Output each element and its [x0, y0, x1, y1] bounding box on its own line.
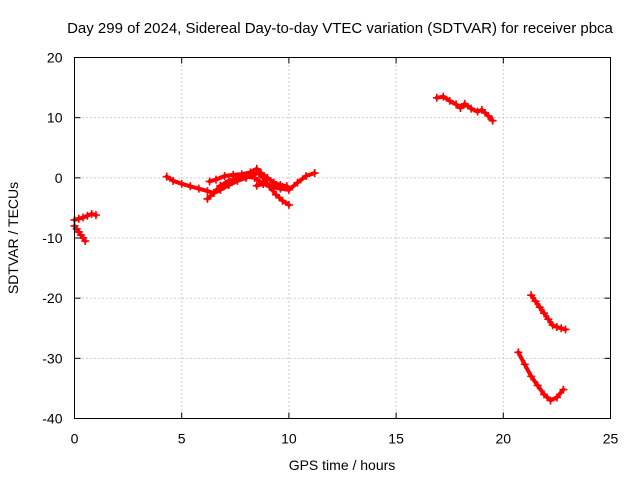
- data-point: [212, 175, 221, 184]
- y-tick-label: -20: [42, 290, 62, 306]
- series-seg-2: [70, 221, 90, 246]
- data-point: [224, 176, 233, 185]
- data-series: [70, 92, 570, 405]
- y-axis-label: SDTVAR / TECUs: [5, 182, 21, 294]
- series-seg-1: [70, 209, 100, 224]
- data-point: [514, 348, 523, 357]
- tick-labels: 0 5 10 15 20 25 -40 -30 -20 -10 0 10 20: [42, 50, 618, 447]
- data-point: [527, 291, 536, 300]
- data-point: [293, 178, 302, 187]
- x-tick-label: 20: [496, 431, 512, 447]
- data-point: [473, 107, 482, 116]
- data-point: [439, 92, 448, 101]
- series-line: [529, 293, 568, 332]
- data-point: [252, 181, 261, 190]
- data-point: [557, 324, 566, 333]
- data-point: [259, 179, 268, 188]
- data-point: [186, 182, 195, 191]
- data-point: [533, 381, 542, 390]
- data-point: [460, 99, 469, 108]
- chart-title: Day 299 of 2024, Sidereal Day-to-day VTE…: [67, 20, 613, 37]
- data-point: [203, 194, 212, 203]
- series-seg-6: [252, 179, 291, 191]
- y-tick-label: 10: [47, 110, 63, 126]
- data-point: [282, 182, 291, 191]
- data-point: [535, 303, 544, 312]
- x-tick-label: 0: [71, 431, 79, 447]
- data-point: [91, 211, 100, 220]
- data-point: [257, 169, 266, 178]
- data-point: [527, 372, 536, 381]
- data-point: [484, 111, 493, 120]
- data-point: [194, 184, 203, 193]
- data-point: [310, 169, 319, 178]
- data-point: [205, 177, 214, 186]
- data-point: [284, 200, 293, 209]
- data-point: [209, 188, 218, 197]
- y-tick-label: 0: [55, 170, 63, 186]
- data-point: [467, 104, 476, 113]
- data-point: [252, 164, 261, 173]
- y-tick-label: -30: [42, 350, 62, 366]
- data-point: [177, 179, 186, 188]
- x-tick-label: 25: [603, 431, 619, 447]
- data-point: [237, 170, 246, 179]
- y-tick-label: 20: [47, 50, 63, 66]
- data-point: [216, 181, 225, 190]
- data-point: [540, 309, 549, 318]
- data-point: [561, 325, 570, 334]
- plot-frame: [74, 57, 611, 419]
- data-point: [246, 168, 255, 177]
- series-seg-7: [432, 92, 497, 125]
- data-point: [559, 385, 568, 394]
- data-point: [452, 100, 461, 109]
- x-tick-label: 15: [388, 431, 404, 447]
- data-point: [544, 315, 553, 324]
- data-point: [540, 390, 549, 399]
- data-point: [531, 297, 540, 306]
- data-point: [250, 173, 259, 182]
- x-tick-label: 10: [281, 431, 297, 447]
- data-point: [552, 323, 561, 332]
- data-point: [546, 396, 555, 405]
- data-point: [548, 321, 557, 330]
- data-point: [263, 173, 272, 182]
- data-point: [265, 182, 274, 191]
- data-point: [87, 209, 96, 218]
- data-point: [74, 214, 83, 223]
- data-point: [229, 170, 238, 179]
- series-seg-9: [514, 348, 568, 405]
- data-point: [302, 172, 311, 181]
- series-line: [516, 350, 566, 403]
- data-point: [79, 213, 88, 222]
- data-point: [272, 190, 281, 199]
- data-point: [278, 196, 287, 205]
- data-point: [477, 105, 486, 114]
- data-point: [220, 172, 229, 181]
- data-point: [81, 237, 90, 246]
- data-point: [488, 116, 497, 125]
- data-point: [552, 393, 561, 402]
- series-seg-4: [203, 169, 319, 203]
- series-seg-8: [527, 291, 570, 334]
- data-point: [272, 181, 281, 190]
- data-point: [445, 96, 454, 105]
- y-tick-label: -40: [42, 411, 62, 427]
- x-axis-label: GPS time / hours: [289, 457, 396, 473]
- x-tick-label: 5: [178, 431, 186, 447]
- grid: [74, 57, 611, 419]
- data-point: [83, 211, 92, 220]
- data-point: [456, 104, 465, 113]
- data-point: [520, 360, 529, 369]
- data-point: [432, 93, 441, 102]
- data-point: [203, 187, 212, 196]
- y-tick-label: -10: [42, 230, 62, 246]
- data-point: [169, 176, 178, 185]
- data-point: [162, 172, 171, 181]
